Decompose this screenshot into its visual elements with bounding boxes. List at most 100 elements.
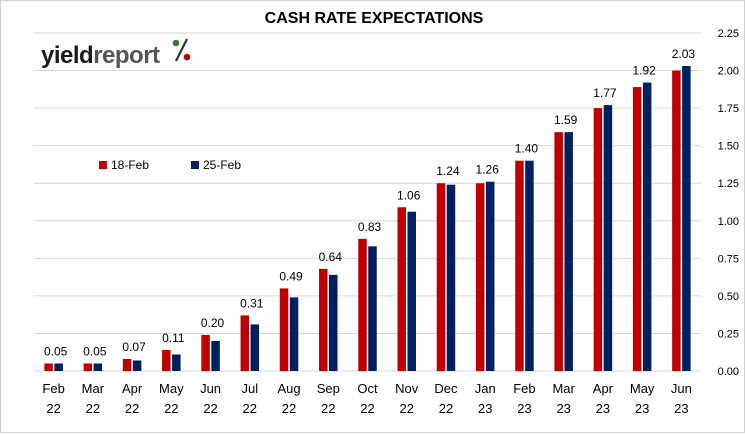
- x-tick-year: 22: [46, 401, 60, 416]
- percent-symbol-icon: [172, 38, 191, 62]
- legend-swatch: [99, 161, 107, 169]
- bar-series-18feb: [554, 132, 563, 371]
- x-tick-year: 23: [674, 401, 688, 416]
- x-tick-month: Oct: [357, 381, 378, 396]
- percent-dot-bottom: [183, 53, 191, 61]
- legend-label: 18-Feb: [111, 158, 149, 172]
- data-label: 1.59: [554, 113, 578, 127]
- data-label: 1.77: [593, 86, 617, 100]
- x-tick-month: May: [159, 381, 184, 396]
- y-tick-label: 0.25: [718, 328, 739, 340]
- bar-series-25feb: [446, 184, 456, 371]
- x-tick-year: 22: [439, 401, 453, 416]
- y-axis: 0.00 0.25 0.50 0.75 1.00 1.25 1.50 1.75 2.00 2.25: [718, 28, 739, 378]
- x-tick-year: 22: [243, 401, 257, 416]
- bar-series-25feb: [368, 246, 377, 371]
- bar-series-25feb: [54, 363, 63, 371]
- x-tick-month: Feb: [513, 381, 535, 396]
- x-tick-month: Dec: [434, 381, 458, 396]
- bar-series-25feb: [289, 297, 299, 371]
- y-tick-label: 2.00: [718, 66, 739, 78]
- x-tick-year: 22: [321, 401, 335, 416]
- y-tick-label: 1.00: [718, 216, 739, 228]
- bar-series-25feb: [93, 363, 103, 371]
- y-tick-label: 0.75: [718, 253, 739, 265]
- data-label: 1.40: [515, 142, 539, 156]
- bar-series-18feb: [436, 183, 446, 371]
- bar-series-25feb: [642, 82, 652, 371]
- x-tick-year: 22: [360, 401, 374, 416]
- y-tick-label: 0.50: [718, 291, 739, 303]
- bar-series-25feb: [132, 360, 142, 371]
- data-label: 1.06: [397, 188, 421, 202]
- bar-series-25feb: [682, 66, 691, 371]
- bar-series-18feb: [201, 334, 210, 371]
- gridlines: [34, 32, 701, 372]
- data-label: 1.24: [436, 164, 460, 178]
- bar-series-18feb: [122, 358, 132, 371]
- x-tick-year: 22: [164, 401, 178, 416]
- y-tick-label: 1.75: [718, 103, 739, 115]
- x-tick-month: Mar: [552, 381, 575, 396]
- bar-series-18feb: [44, 363, 53, 371]
- x-tick-month: Jun: [671, 381, 692, 396]
- x-tick-year: 22: [400, 401, 414, 416]
- data-label: 0.83: [358, 220, 382, 234]
- percent-slash: [175, 38, 188, 62]
- x-tick-year: 22: [86, 401, 100, 416]
- x-tick-year: 23: [478, 401, 492, 416]
- x-tick-year: 23: [556, 401, 570, 416]
- chart-title: CASH RATE EXPECTATIONS: [265, 10, 484, 27]
- x-tick-month: Jul: [241, 381, 258, 396]
- bar-series-18feb: [672, 70, 681, 372]
- x-axis: Feb 22 Mar 22 Apr 22 May 22 Jun 22 Jul 22 Aug 22 Sep 22…: [42, 381, 691, 416]
- data-label: 0.20: [201, 316, 225, 330]
- x-tick-year: 22: [203, 401, 217, 416]
- bar-series-18feb: [632, 87, 642, 371]
- x-tick-year: 22: [125, 401, 139, 416]
- legend-swatch: [191, 161, 199, 169]
- bar-series-18feb: [593, 108, 603, 371]
- bar-series-25feb: [485, 181, 495, 371]
- y-tick-label: 1.25: [718, 178, 739, 190]
- data-label: 1.92: [632, 64, 656, 78]
- percent-dot-top: [172, 39, 180, 47]
- bar-series-25feb: [407, 211, 416, 371]
- x-tick-month: Sep: [317, 381, 340, 396]
- x-tick-month: Feb: [42, 381, 64, 396]
- bar-series-25feb: [525, 160, 534, 371]
- data-label: 0.49: [279, 269, 303, 283]
- x-tick-month: Apr: [122, 381, 143, 396]
- x-tick-year: 23: [596, 401, 610, 416]
- x-tick-month: Apr: [593, 381, 614, 396]
- bar-series-25feb: [329, 274, 338, 371]
- svg-text:yieldreport: yieldreport: [41, 42, 160, 69]
- bar-series-18feb: [397, 207, 406, 371]
- bar-series-25feb: [172, 354, 181, 371]
- bar-series-18feb: [240, 315, 250, 371]
- y-tick-label: 1.50: [718, 141, 739, 153]
- bar-series-18feb: [515, 160, 524, 371]
- bar-series-18feb: [358, 238, 367, 371]
- data-label: 0.07: [122, 340, 146, 354]
- bar-series-18feb: [162, 349, 171, 371]
- legend-label: 25-Feb: [203, 158, 241, 172]
- y-tick-label: 2.25: [718, 28, 739, 40]
- bar-series-18feb: [475, 183, 485, 371]
- x-tick-year: 23: [517, 401, 531, 416]
- data-labels-group: 0.05 0.05 0.07 0.11 0.20 0.31 0.49 0.64 0.83 1.06…: [44, 47, 695, 358]
- data-label: 0.11: [162, 331, 185, 345]
- bar-series-25feb: [564, 132, 573, 371]
- bar-series-25feb: [211, 340, 220, 371]
- x-tick-year: 22: [282, 401, 296, 416]
- bar-series-18feb: [319, 268, 328, 371]
- logo-text-report: report: [93, 42, 160, 69]
- data-label: 2.03: [672, 47, 696, 61]
- yieldreport-logo: yieldreport: [41, 38, 191, 69]
- x-tick-month: Mar: [82, 381, 105, 396]
- logo-text-yield: yield: [41, 42, 93, 69]
- x-tick-month: Aug: [277, 381, 300, 396]
- y-tick-label: 0.00: [718, 366, 739, 378]
